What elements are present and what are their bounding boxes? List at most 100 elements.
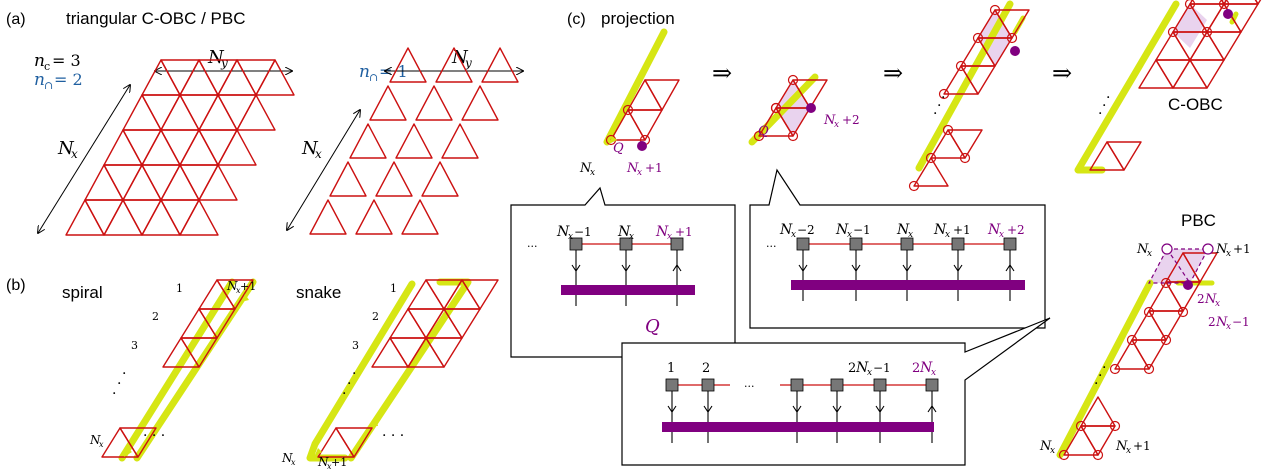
site-circle [1160, 334, 1172, 346]
site-circle [1201, 26, 1213, 38]
callout-2-frame [749, 168, 1046, 329]
callout-3-projector [662, 422, 934, 432]
snake-nx-sub: x [291, 458, 296, 467]
box2-l2-tail: −1 [853, 223, 871, 237]
box1-nx: N [556, 224, 570, 240]
spiral-lattice [101, 279, 254, 458]
arrow-down-icon [667, 405, 677, 413]
box2-l3-sub: x [908, 230, 913, 240]
step-down-triangle [960, 65, 996, 95]
ncap-value: = 2 [54, 70, 83, 89]
step3-dots-2: · [937, 98, 941, 114]
pbc-up-triangle [1080, 396, 1116, 427]
step1-site-dot [637, 141, 647, 151]
step-down-triangle [792, 79, 828, 109]
callout-1-ellipsis: ··· [527, 240, 538, 253]
step1-yellow [603, 28, 668, 146]
lattice-up-triangle [103, 199, 143, 236]
step-down-triangle [1155, 59, 1191, 89]
panel-c: (c) projection ⇒ ⇒ ⇒ Q N x N x +1 Q N x [510, 0, 1262, 466]
box2-l4-sub: x [945, 230, 950, 240]
step3-site-dot [1010, 46, 1020, 56]
pbc-down-triangle [1182, 252, 1218, 283]
box1-nx3: N [655, 224, 669, 240]
site-circle [1109, 420, 1121, 432]
implies-arrow-2: ⇒ [883, 59, 903, 87]
spiral-dots-1: · [122, 366, 126, 382]
snake-path-right [347, 278, 472, 462]
lattice-up-triangle [329, 161, 367, 197]
ncap-sub: ∩ [44, 79, 53, 92]
lattice-down-triangle [122, 129, 162, 166]
step-up-triangle [1223, 0, 1259, 5]
snake-arrow-icon [451, 296, 459, 304]
lattice-up-triangle [103, 129, 143, 166]
nx-arrow-2 [287, 110, 360, 230]
step-down-triangle [644, 79, 680, 111]
pbc-nx-sub: x [1147, 249, 1152, 259]
pbc-yellow [1056, 279, 1154, 459]
arrow-down-icon [798, 264, 808, 272]
ny-sub-2: y [464, 56, 472, 70]
ny-sub: y [220, 56, 228, 70]
spiral-nx: N [89, 433, 101, 447]
step2-lattice: Q N x +2 [748, 73, 860, 146]
tensor-node [925, 378, 939, 392]
site-circle [972, 32, 984, 44]
site-circle [1075, 420, 1087, 432]
snake-nx: N [281, 451, 293, 465]
lattice-up-triangle [122, 164, 162, 201]
site-circle [942, 124, 954, 136]
box1-nx3-tail: +1 [675, 225, 693, 239]
tensor-node [849, 237, 863, 251]
lattice-up-triangle [461, 85, 499, 121]
pbc-down-triangle [1165, 281, 1201, 312]
box1-nx-sub: x [568, 232, 573, 242]
snake-num-1: 1 [390, 282, 397, 295]
lattice-up-triangle [401, 199, 439, 235]
step3-dots-1: · [941, 90, 945, 106]
tensor-node [873, 378, 887, 392]
arrow-down-icon [902, 264, 912, 272]
step1-q: Q [613, 141, 624, 156]
pbc-up-triangle [1148, 281, 1184, 312]
box1-q: Q [645, 316, 660, 337]
lattice-up-triangle [369, 85, 407, 121]
arrow-up-icon [672, 264, 682, 272]
pbc-2nx-sub: x [1215, 299, 1220, 309]
callout-box-2: ··· N x −2 N x −1 N x N x +1 N x +2 [749, 168, 1046, 329]
lattice-up-triangle [160, 164, 200, 201]
lattice-up-triangle [421, 161, 459, 197]
pbc-nx: N [1136, 242, 1149, 257]
lattice-up-triangle [395, 123, 433, 159]
site-circle [770, 102, 782, 114]
nc-value: = 3 [52, 51, 81, 70]
lattice-down-triangle [122, 199, 162, 236]
pbc-shade [1149, 249, 1208, 283]
pbc-2nx1-two: 2 [1208, 315, 1216, 329]
panel-c-title: projection [601, 9, 675, 28]
tensor-node [569, 237, 583, 251]
snake-arrow-icon-2 [314, 448, 322, 457]
lattice-up-triangle [481, 47, 519, 83]
tensor-node [796, 237, 810, 251]
pbc-nx1-tail: +1 [1233, 242, 1251, 256]
callout-box-1: ··· N x −1 N x N x +1 Q [510, 186, 736, 358]
pbc-bot-nx1-sub: x [1126, 446, 1131, 456]
site-circle [787, 74, 799, 86]
lattice-up-triangle [255, 59, 295, 96]
panel-b: (b) spiral snake 1 2 3 · · · · · · N x +… [6, 277, 499, 471]
nx-sub: x [71, 147, 78, 161]
pbc-dots-2: · [1098, 368, 1102, 384]
box2-l4-tail: +1 [953, 223, 971, 237]
panel-a-label: (a) [6, 11, 26, 28]
site-circle [1092, 449, 1104, 461]
snake-arrow-icon-3 [372, 417, 378, 426]
tensor-node [830, 378, 844, 392]
callout-1-frame [510, 186, 736, 358]
ncap2-sub: ∩ [369, 71, 378, 84]
step4-yellow [1074, 0, 1180, 174]
step4-dots-2: · [1102, 98, 1106, 114]
lattice-up-triangle [415, 85, 453, 121]
